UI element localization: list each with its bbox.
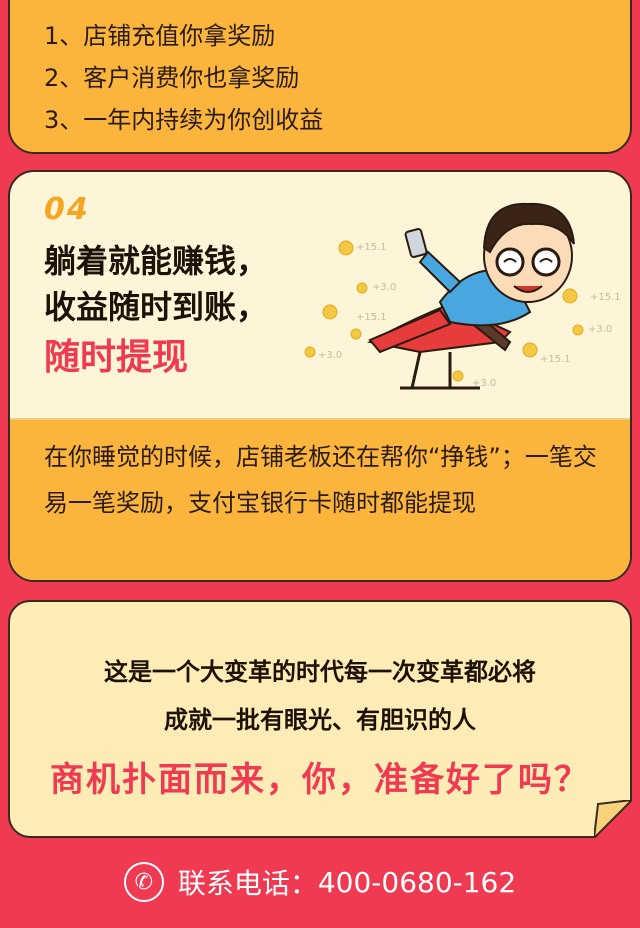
coin-label: +15.1 (356, 312, 387, 323)
contact-footer: ✆ 联系电话： 400-0680-162 (0, 852, 640, 912)
note-line-1: 这是一个大变革的时代每一次变革都必将 (104, 658, 536, 686)
note-line-3: 商机扑面而来，你，准备好了吗？ (50, 760, 590, 800)
coin-label: +3.0 (318, 350, 343, 361)
rewards-card: 1、店铺充值你拿奖励 2、客户消费你也拿奖励 3、一年内持续为你创收益 (8, 0, 632, 154)
headline-highlight: 随时提现 (44, 337, 189, 378)
reward-item: 2、客户消费你也拿奖励 (44, 64, 300, 92)
note-line-2: 成就一批有眼光、有胆识的人 (164, 706, 476, 734)
page-fold-corner (594, 800, 632, 838)
coin-label: +3.0 (472, 378, 497, 389)
man-relaxing-illustration (304, 202, 584, 390)
coin-label: +15.1 (540, 354, 571, 365)
headline-line-1: 躺着就能赚钱， (44, 242, 269, 280)
coin-label: +15.1 (356, 242, 387, 253)
section-04-card: 04 躺着就能赚钱， 收益随时到账， 随时提现 (8, 170, 632, 582)
coin-label: +3.0 (588, 324, 613, 335)
reward-item: 1、店铺充值你拿奖励 (44, 22, 276, 50)
headline-line-2: 收益随时到账， (44, 288, 269, 326)
section-04-paragraph: 在你睡觉的时候，店铺老板还在帮你“挣钱”；一笔交易一笔奖励，支付宝银行卡随时都能… (44, 443, 597, 517)
section-number: 04 (44, 192, 90, 227)
closing-note-card: 这是一个大变革的时代每一次变革都必将 成就一批有眼光、有胆识的人 商机扑面而来，… (8, 600, 632, 838)
phone-icon: ✆ (123, 862, 164, 902)
contact-label: 联系电话： (177, 867, 318, 900)
contact-phone[interactable]: 400-0680-162 (317, 865, 517, 899)
section-04-description-panel (10, 418, 630, 580)
coin-label: +15.1 (590, 292, 621, 303)
reward-item: 3、一年内持续为你创收益 (44, 106, 324, 134)
coin-label: +3.0 (372, 282, 397, 293)
